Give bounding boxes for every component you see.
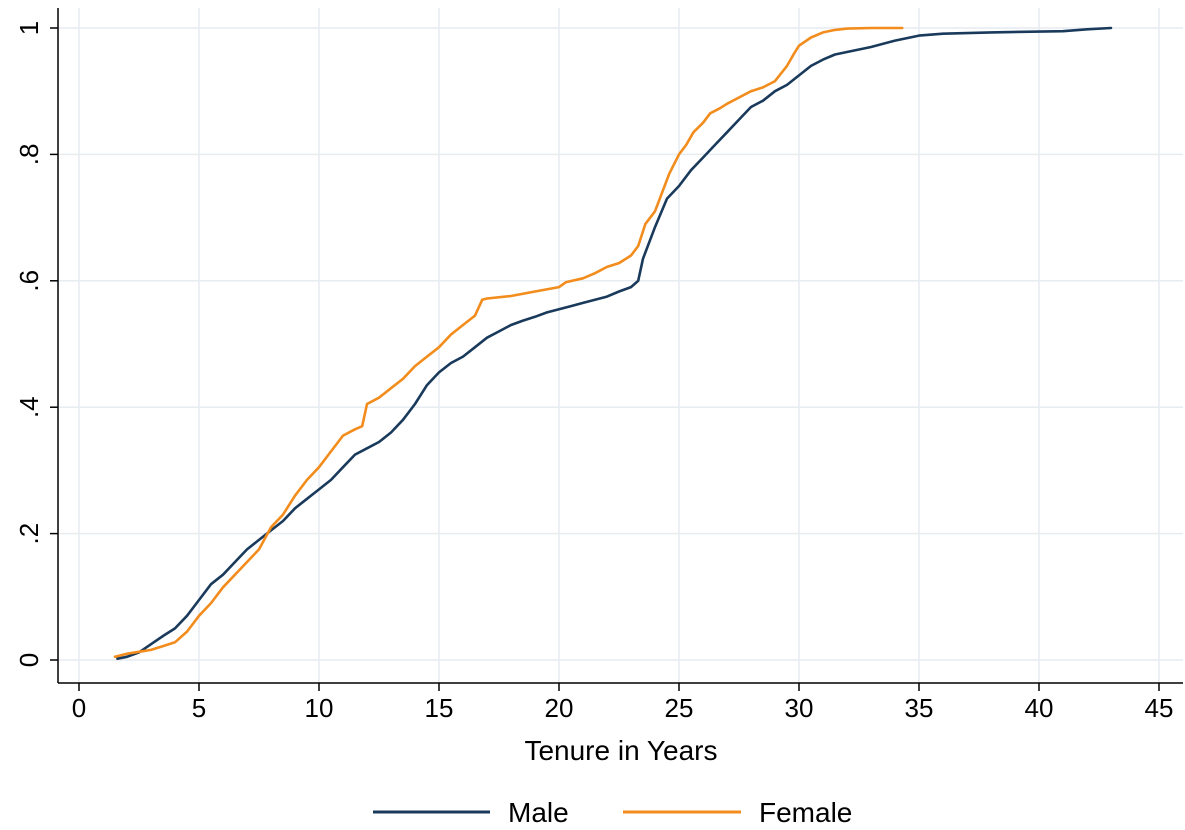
y-tick-label: 1 — [14, 21, 44, 35]
x-tick-label: 25 — [665, 693, 694, 723]
x-tick-label: 0 — [72, 693, 86, 723]
axes: 0.2.4.6.810 5 10 15 20 25 30 35 40 45 — [14, 8, 1183, 723]
x-tick-label: 45 — [1145, 693, 1174, 723]
x-axis-title: Tenure in Years — [524, 735, 717, 766]
series-line-female — [113, 26, 904, 659]
series-line-male — [116, 26, 1113, 661]
series-lines — [113, 26, 1113, 661]
legend-label: Female — [759, 797, 852, 828]
legend-label: Male — [508, 797, 569, 828]
x-tick-label: 30 — [785, 693, 814, 723]
y-tick-label: .2 — [14, 523, 44, 545]
legend: Male Female — [373, 797, 852, 828]
y-tick-label: .6 — [14, 270, 44, 292]
x-tick-label: 15 — [425, 693, 454, 723]
x-tick-label: 35 — [905, 693, 934, 723]
legend-item-female: Female — [623, 797, 852, 828]
x-tick-label: 20 — [545, 693, 574, 723]
legend-item-male: Male — [373, 797, 569, 828]
x-tick-label: 5 — [192, 693, 206, 723]
gridlines — [58, 8, 1183, 683]
x-tick-label: 40 — [1025, 693, 1054, 723]
y-tick-label: 0 — [14, 653, 44, 667]
y-tick-label: .4 — [14, 396, 44, 418]
y-tick-label: .8 — [14, 144, 44, 166]
x-tick-label: 10 — [305, 693, 334, 723]
